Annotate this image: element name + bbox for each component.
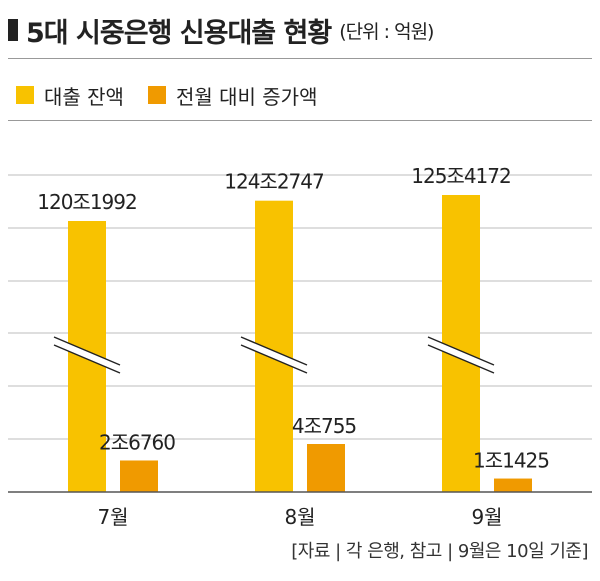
- axis-break-line: [53, 336, 121, 366]
- bar-label-balance: 124조2747: [224, 170, 324, 194]
- legend-divider: [8, 120, 592, 121]
- x-tick-label: 7월: [97, 505, 128, 529]
- bar-increase: [307, 444, 345, 492]
- axis-break-line: [53, 344, 121, 374]
- axis-break-line: [427, 344, 495, 374]
- bar-label-increase: 1조1425: [473, 449, 549, 473]
- top-divider: [8, 58, 592, 59]
- bar-increase: [120, 460, 158, 492]
- title-square-icon: [8, 19, 18, 41]
- legend-label-increase: 전월 대비 증가액: [175, 84, 318, 109]
- axis-break-gap: [428, 337, 494, 373]
- legend-item-balance: 대출 잔액: [16, 81, 124, 110]
- legend-item-increase: 전월 대비 증가액: [147, 81, 318, 110]
- title-row: 5대 시중은행 신용대출 현황 (단위 : 억원): [8, 10, 598, 50]
- source-note: [자료 | 각 은행, 참고 | 9월은 10일 기준]: [291, 541, 588, 562]
- bar-balance: [442, 195, 480, 492]
- axis-break-line: [240, 344, 308, 374]
- axis-break-line: [240, 336, 308, 366]
- x-tick-label: 9월: [471, 505, 502, 529]
- chart-title: 5대 시중은행 신용대출 현황: [26, 17, 332, 49]
- bar-label-balance: 120조1992: [37, 190, 136, 214]
- legend-label-balance: 대출 잔액: [44, 84, 124, 109]
- bar-increase: [494, 478, 532, 492]
- bar-label-increase: 4조755: [292, 414, 356, 438]
- legend-swatch-balance: [16, 86, 34, 104]
- axis-break-line: [427, 336, 495, 366]
- bar-label-balance: 125조4172: [411, 164, 510, 188]
- legend-swatch-increase: [147, 86, 166, 104]
- bar-label-increase: 2조6760: [99, 430, 175, 454]
- axis-break-gap: [241, 337, 307, 373]
- unit-label: (단위 : 억원): [339, 20, 434, 43]
- legend: 대출 잔액 전월 대비 증가액: [16, 80, 341, 110]
- axis-break-gap: [54, 337, 120, 373]
- x-tick-label: 8월: [284, 505, 315, 529]
